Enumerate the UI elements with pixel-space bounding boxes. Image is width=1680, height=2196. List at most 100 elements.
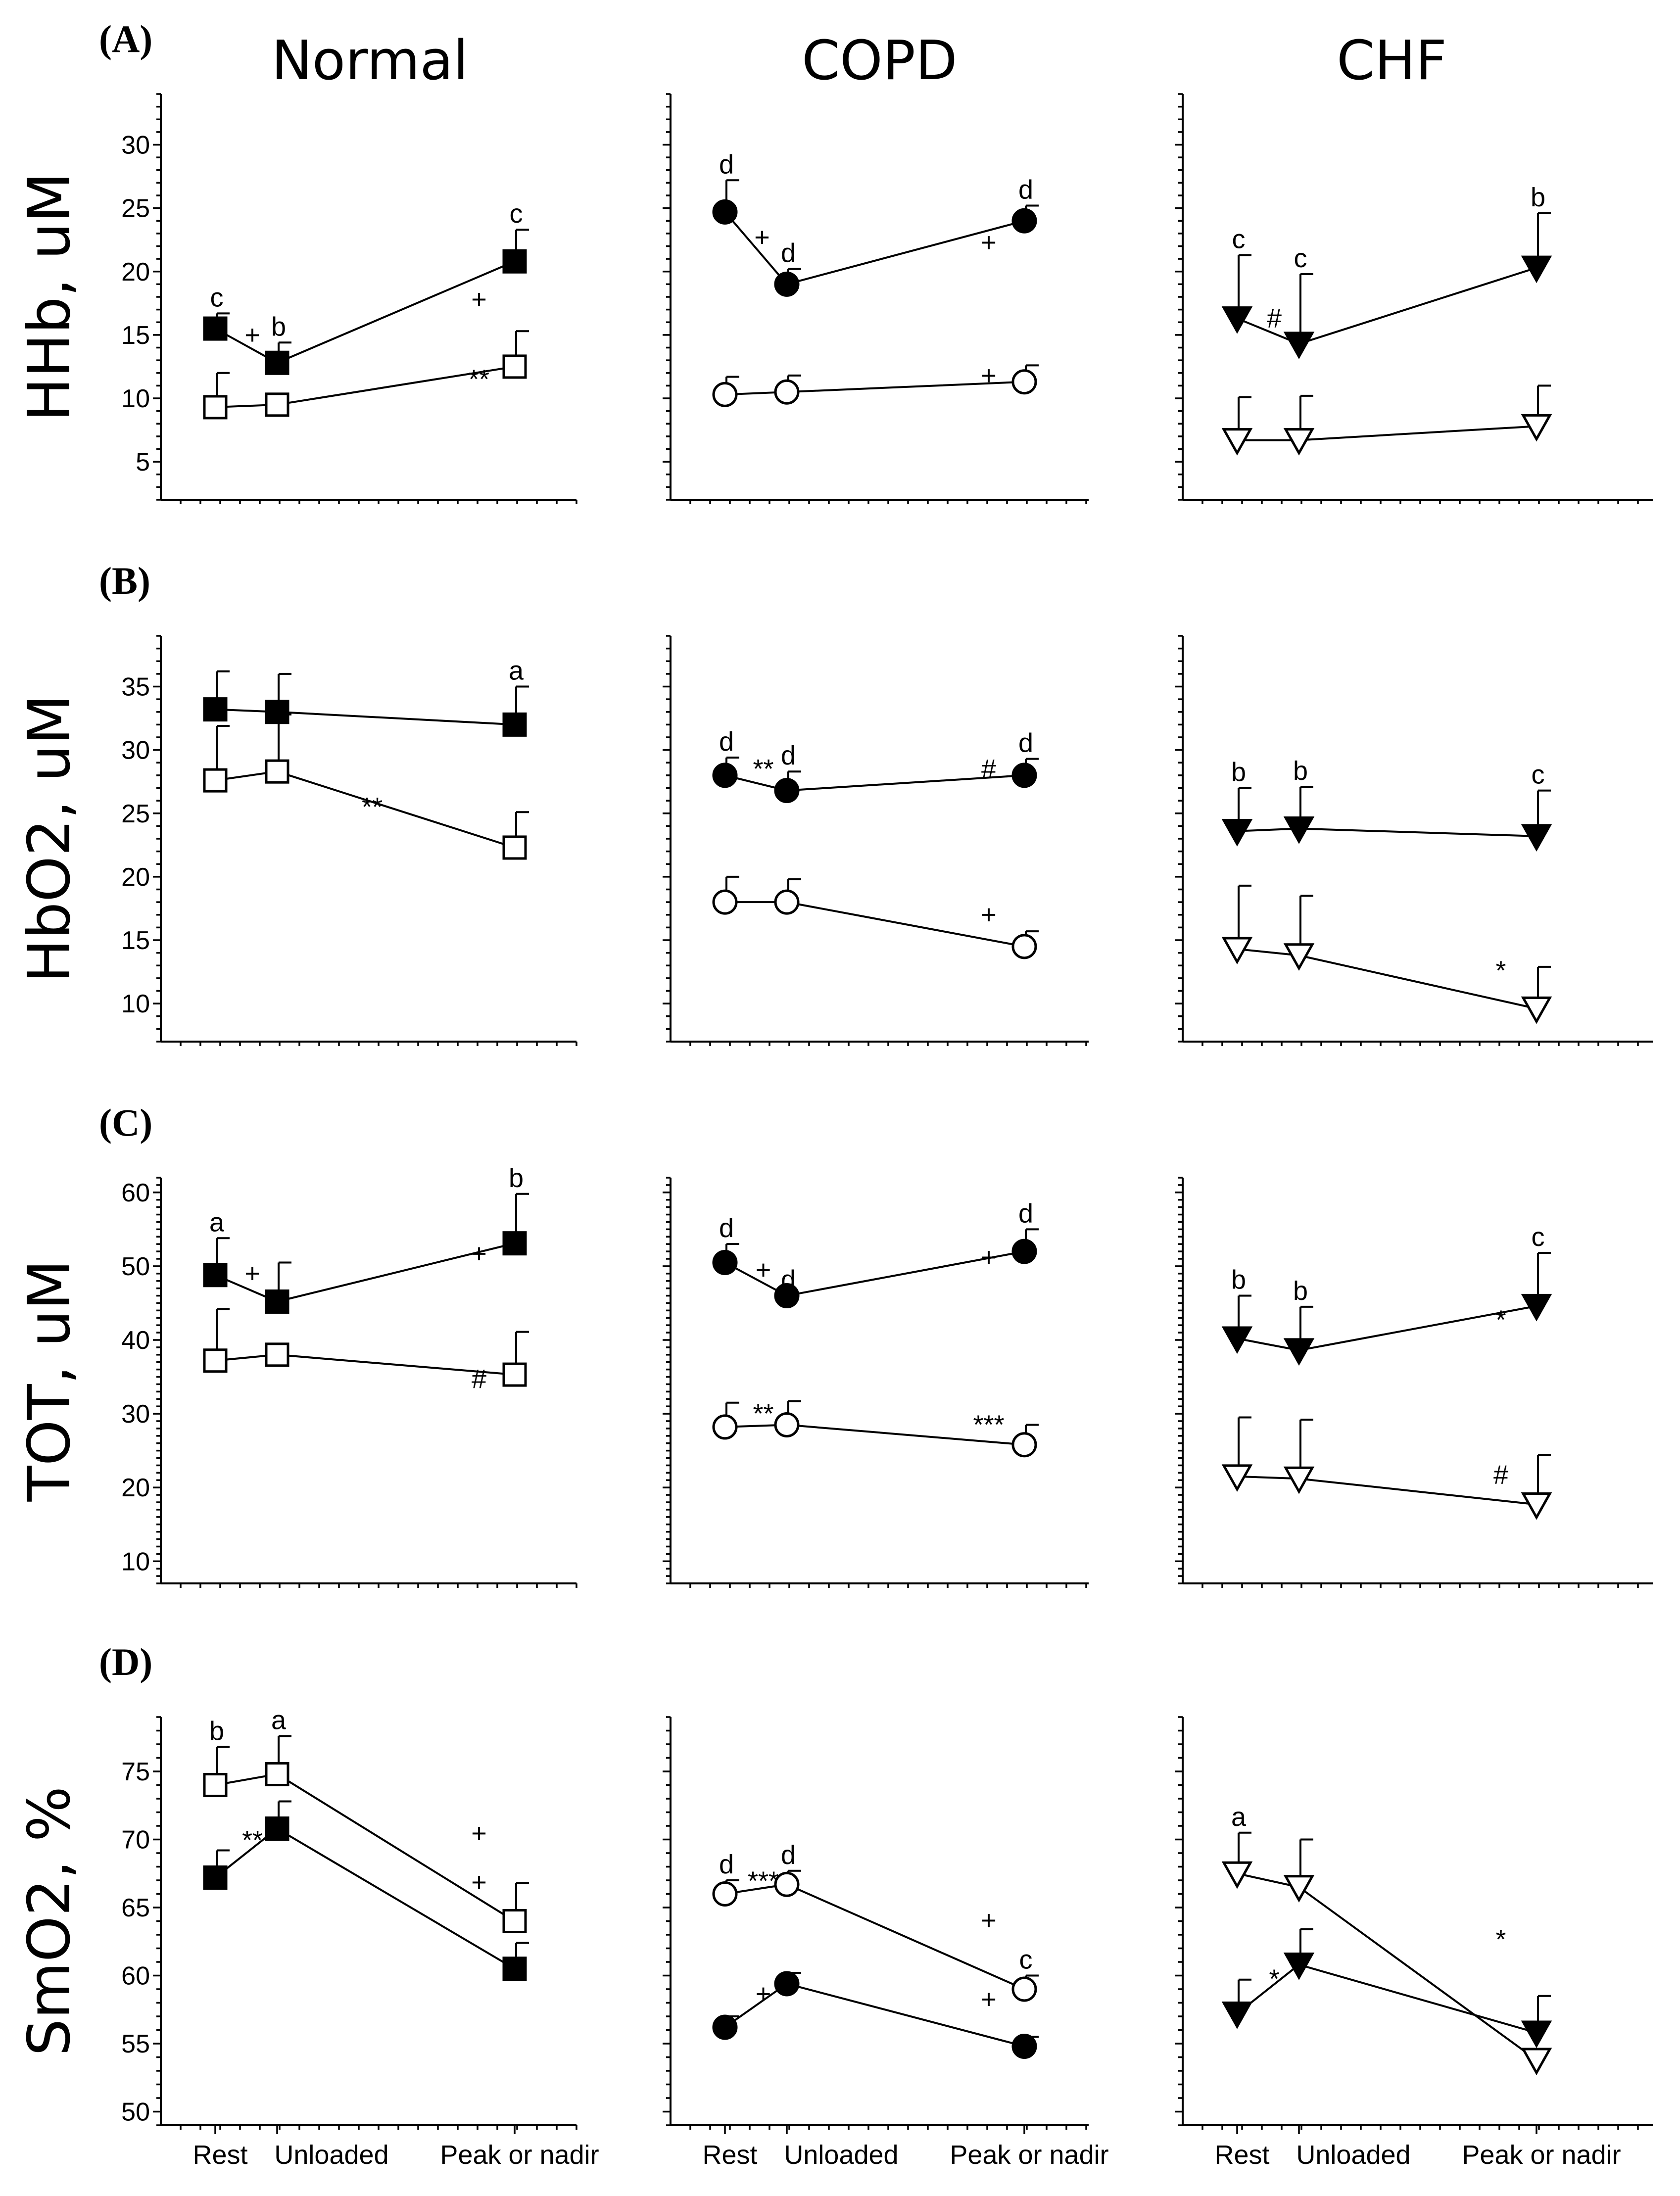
significance-label: c	[1232, 224, 1246, 254]
data-point-square	[502, 1231, 527, 1256]
annotation: +	[756, 1255, 771, 1285]
data-point-triangle	[1221, 819, 1253, 847]
data-point-square	[203, 1865, 228, 1890]
data-point-circle	[774, 1283, 800, 1309]
panel-label: (B)	[99, 559, 150, 602]
series-line	[1237, 1872, 1537, 2061]
data-point-square	[203, 1348, 228, 1373]
column-title: COPD	[802, 29, 957, 92]
y-tick-label: 15	[121, 926, 150, 955]
x-tick-label: Rest	[1214, 2140, 1269, 2170]
significance-label: c	[1294, 243, 1307, 273]
significance-label: d	[1018, 1198, 1033, 1228]
significance-label: d	[781, 1840, 796, 1870]
data-point-triangle	[1221, 937, 1253, 965]
y-tick-label: 30	[121, 736, 150, 765]
x-tick-label: Peak or nadir	[1462, 2140, 1621, 2170]
x-tick-label: Unloaded	[274, 2140, 388, 2170]
data-point-triangle	[1283, 1338, 1315, 1366]
y-tick-label: 25	[121, 194, 150, 223]
y-tick-label: 10	[121, 1547, 150, 1576]
data-point-square	[265, 350, 289, 375]
subplot-(A)-CHF: c c b #	[1175, 93, 1653, 504]
data-point-circle	[712, 2014, 738, 2040]
data-point-circle	[712, 763, 738, 788]
annotation: ***	[973, 1410, 1004, 1439]
y-tick-label: 10	[121, 384, 150, 413]
series-line	[1237, 425, 1537, 441]
series-line	[1237, 267, 1537, 345]
annotation: **	[753, 1399, 773, 1429]
subplot-(C)-CHF: b b c * #	[1175, 1177, 1653, 1588]
y-tick-label: 40	[121, 1326, 150, 1355]
y-axis-label: TOT, uM	[15, 1260, 83, 1502]
series-line	[1237, 1475, 1537, 1506]
data-point-circle	[712, 199, 738, 225]
significance-label: b	[1293, 756, 1308, 786]
data-point-circle	[1011, 2034, 1037, 2059]
data-point-circle	[1011, 1976, 1037, 2002]
annotation: **	[362, 792, 383, 822]
annotation: +	[471, 1818, 487, 1848]
annotation: +	[471, 1239, 487, 1268]
data-point-triangle	[1521, 1492, 1552, 1520]
subplot-(D)-Normal: 50 55 60 65 70 75 Rest Unloaded Peak or nadir b a *…	[121, 1706, 599, 2170]
annotation: *	[1495, 955, 1506, 985]
data-point-square	[203, 1263, 228, 1288]
data-point-square	[502, 1909, 527, 1933]
column-title: CHF	[1337, 29, 1447, 92]
data-point-triangle	[1521, 255, 1552, 284]
subplot-(D)-COPD: Rest Unloaded Peak or nadir d d c *** + + +	[663, 1716, 1109, 2170]
series-line	[724, 381, 1025, 396]
data-point-triangle	[1221, 306, 1253, 334]
data-point-triangle	[1521, 414, 1552, 442]
y-tick-label: 35	[121, 673, 150, 702]
annotation: #	[981, 754, 996, 784]
annotation: +	[471, 285, 487, 314]
annotation: #	[1267, 304, 1282, 334]
data-point-circle	[774, 778, 800, 804]
data-point-triangle	[1221, 1464, 1253, 1492]
series-line	[1237, 827, 1537, 837]
data-point-circle	[712, 1414, 738, 1440]
data-point-triangle	[1283, 1466, 1315, 1494]
data-point-square	[203, 316, 228, 341]
data-point-circle	[1011, 208, 1037, 234]
data-point-circle	[774, 1971, 800, 1997]
significance-label: d	[781, 741, 796, 770]
data-point-circle	[1011, 934, 1037, 959]
data-point-triangle	[1521, 996, 1552, 1024]
significance-label: a	[209, 1207, 225, 1237]
y-tick-label: 10	[121, 990, 150, 1018]
data-point-square	[265, 700, 289, 724]
y-tick-label: 20	[121, 863, 150, 892]
subplot-(C)-COPD: ddd+ +** ***	[663, 1177, 1089, 1588]
series-line	[1236, 1963, 1537, 2034]
annotation: #	[1493, 1460, 1508, 1490]
annotation: +	[756, 1979, 771, 2009]
significance-label: d	[719, 149, 734, 179]
data-point-square	[502, 249, 527, 274]
series-line	[215, 708, 515, 726]
data-point-circle	[774, 271, 800, 297]
column-title: Normal	[272, 29, 469, 92]
y-axis-label: SmO2, %	[15, 1786, 83, 2056]
data-point-square	[265, 1289, 289, 1314]
significance-label: b	[209, 1717, 224, 1746]
panel-label: (D)	[99, 1640, 152, 1683]
subplot-(D)-CHF: Rest Unloaded Peak or nadir a * *	[1175, 1716, 1653, 2170]
data-point-square	[265, 1342, 289, 1367]
data-point-circle	[712, 1881, 738, 1907]
subplot-(B)-Normal: 10 15 20 25 30 35 a **	[121, 635, 577, 1046]
y-tick-label: 30	[121, 131, 150, 160]
data-point-square	[265, 1816, 289, 1841]
data-point-circle	[774, 1871, 800, 1897]
data-point-circle	[1011, 1432, 1037, 1458]
subplot-(A)-Normal: 5 10 15 20 25 30 c b c + + **	[121, 93, 577, 504]
annotation: +	[981, 900, 997, 930]
significance-label: a	[271, 1706, 287, 1735]
series-line	[215, 1353, 515, 1376]
data-point-square	[203, 697, 228, 722]
significance-label: d	[1018, 175, 1033, 205]
significance-label: b	[1293, 1276, 1308, 1306]
